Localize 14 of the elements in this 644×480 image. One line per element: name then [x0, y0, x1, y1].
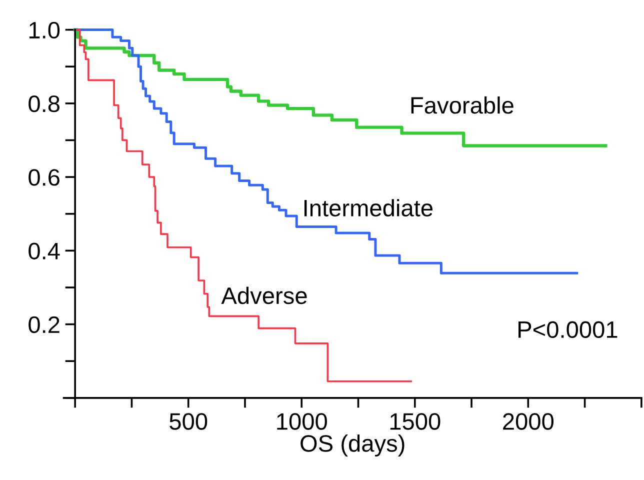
x-tick-label: 1000	[277, 413, 327, 430]
x-tick-label: 500	[170, 413, 208, 430]
x-tick-label: 2000	[503, 413, 554, 430]
y-tick-label: 0.8	[28, 95, 60, 112]
x-tick-label: 1500	[390, 413, 440, 430]
y-tick-label: 1.0	[29, 22, 60, 39]
y-tick-label: 0.4	[28, 242, 60, 260]
y-tick-label: 0.2	[28, 316, 60, 334]
series-label: Intermediate	[304, 199, 432, 216]
series-label: Adverse	[221, 286, 307, 304]
annotation: P<0.0001	[518, 321, 618, 338]
y-tick-label: 0.6	[28, 169, 60, 186]
x-axis-title: OS (days)	[300, 434, 404, 457]
series-label: Favorable	[411, 96, 514, 114]
